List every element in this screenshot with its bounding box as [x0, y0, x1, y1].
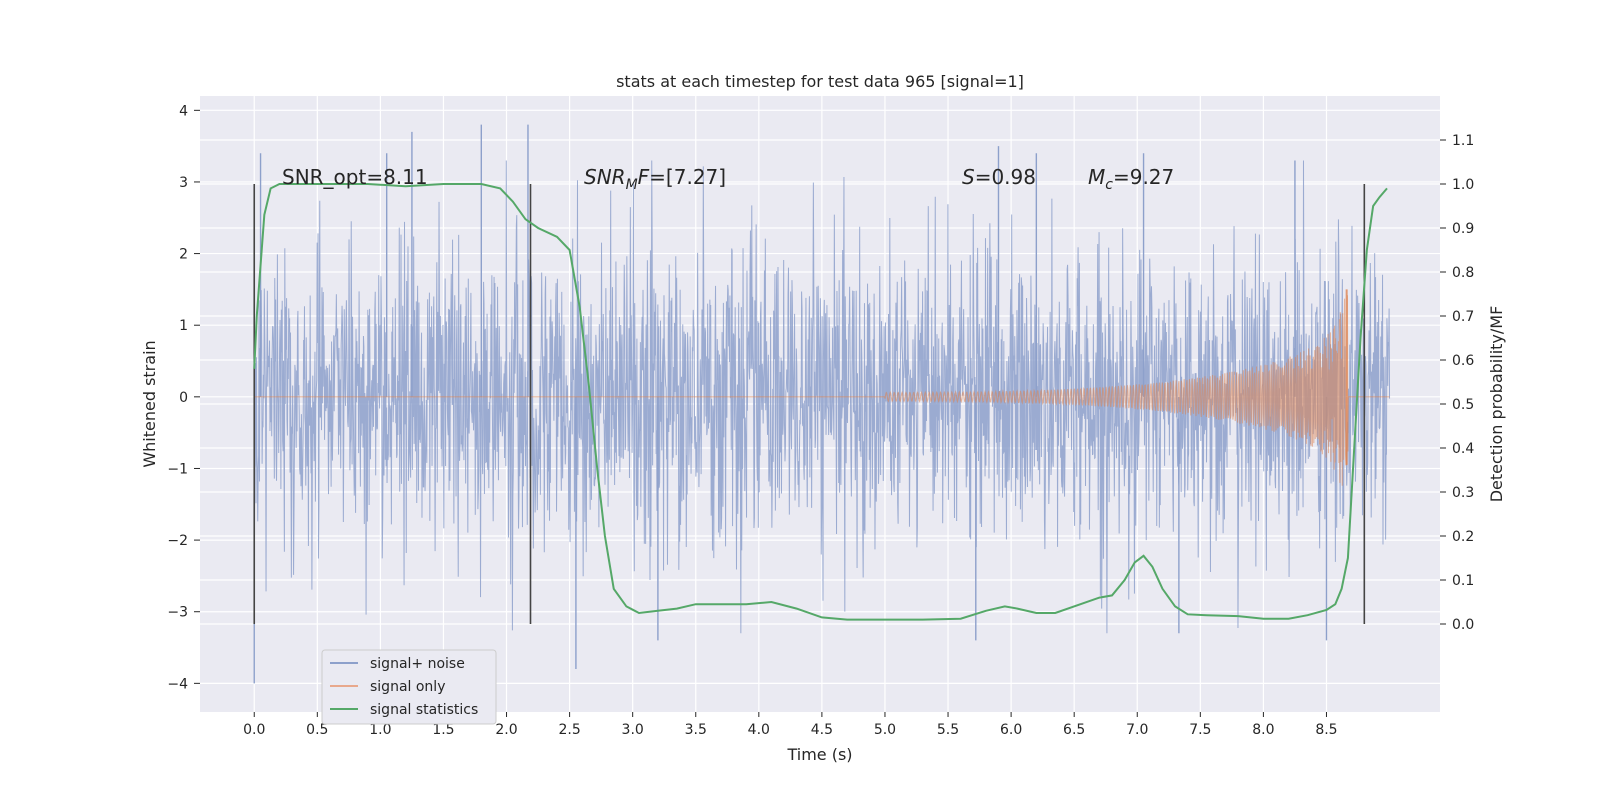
signal-statistics-line [253, 183, 1388, 621]
x-tick-label: 3.0 [622, 722, 644, 738]
x-tick-label: 4.5 [811, 722, 833, 738]
y-right-tick-label: 1.1 [1452, 133, 1474, 149]
x-tick-label: 2.5 [558, 722, 580, 738]
legend: signal+ noise signal only signal statist… [321, 649, 497, 725]
signal-only-series [254, 289, 1390, 486]
y-left-tick-label: 3 [179, 175, 188, 191]
y-left-tick-label: 2 [179, 247, 188, 263]
x-tick-label: 6.0 [1000, 722, 1022, 738]
x-tick-label: 5.0 [874, 722, 896, 738]
annotation-s: S=0.98 [962, 165, 1036, 189]
y-left-tick-label: −1 [167, 461, 188, 477]
signal-noise-line [253, 160, 1391, 634]
x-tick-label: 4.0 [748, 722, 770, 738]
y-right-tick-label: 1.0 [1452, 177, 1474, 193]
y-right-tick-label: 0.5 [1452, 397, 1474, 413]
signal-statistics-series [253, 183, 1388, 621]
y-left-axis-ticks: 4 3 2 1 0 −1 −2 −3 −4 [167, 103, 200, 692]
y-right-tick-label: 0.9 [1452, 221, 1474, 237]
y-right-tick-label: 0.4 [1452, 441, 1474, 457]
signal-only-line [254, 295, 1390, 486]
legend-label-signal-statistics: signal statistics [370, 702, 478, 718]
x-tick-label: 8.5 [1315, 722, 1337, 738]
y-left-tick-label: −2 [167, 533, 188, 549]
y-right-tick-label: 0.7 [1452, 309, 1474, 325]
x-axis-ticks: 0.0 0.5 1.0 1.5 2.0 2.5 3.0 3.5 4.0 4.5 5.0 5.5 6.0 6… [243, 712, 1338, 738]
x-tick-label: 5.5 [937, 722, 959, 738]
annotation-snr-opt: SNR_opt=8.11 [282, 165, 428, 189]
x-tick-label: 8.0 [1252, 722, 1274, 738]
x-tick-label: 1.0 [369, 722, 391, 738]
legend-box [321, 649, 497, 725]
vertical-markers [253, 184, 1366, 624]
x-axis-title: Time (s) [786, 745, 852, 764]
x-tick-label: 7.0 [1126, 722, 1148, 738]
y-left-tick-label: 4 [179, 103, 188, 119]
y-left-tick-label: 0 [179, 390, 188, 406]
x-tick-label: 7.5 [1189, 722, 1211, 738]
y-right-tick-label: 0.6 [1452, 353, 1474, 369]
x-tick-label: 6.5 [1063, 722, 1085, 738]
chart-title: stats at each timestep for test data 965… [616, 72, 1024, 91]
x-tick-label: 2.0 [495, 722, 517, 738]
y-left-tick-label: −3 [167, 605, 188, 621]
y-right-tick-label: 0.2 [1452, 529, 1474, 545]
y-right-axis-title: Detection probability/MF [1487, 306, 1506, 503]
annotation-mc: Mc=9.27 [1088, 165, 1174, 193]
x-tick-label: 1.5 [432, 722, 454, 738]
y-right-tick-label: 0.0 [1452, 617, 1474, 633]
annotation-snr-mf: SNRMF=[7.27] [584, 165, 726, 193]
y-right-tick-label: 0.8 [1452, 265, 1474, 281]
y-right-axis-ticks: 1.1 1.0 0.9 0.8 0.7 0.6 0.5 0.4 0.3 0.2 0.1 0.0 [1440, 133, 1474, 633]
x-tick-label: 0.5 [306, 722, 328, 738]
y-right-tick-label: 0.1 [1452, 573, 1474, 589]
y-left-axis-title: Whitened strain [140, 340, 159, 467]
y-left-tick-label: 1 [179, 318, 188, 334]
legend-label-signal-noise: signal+ noise [370, 656, 465, 672]
y-right-tick-label: 0.3 [1452, 485, 1474, 501]
x-tick-label: 3.5 [685, 722, 707, 738]
legend-label-signal-only: signal only [370, 679, 445, 695]
y-left-tick-label: −4 [167, 676, 188, 692]
x-tick-label: 0.0 [243, 722, 265, 738]
